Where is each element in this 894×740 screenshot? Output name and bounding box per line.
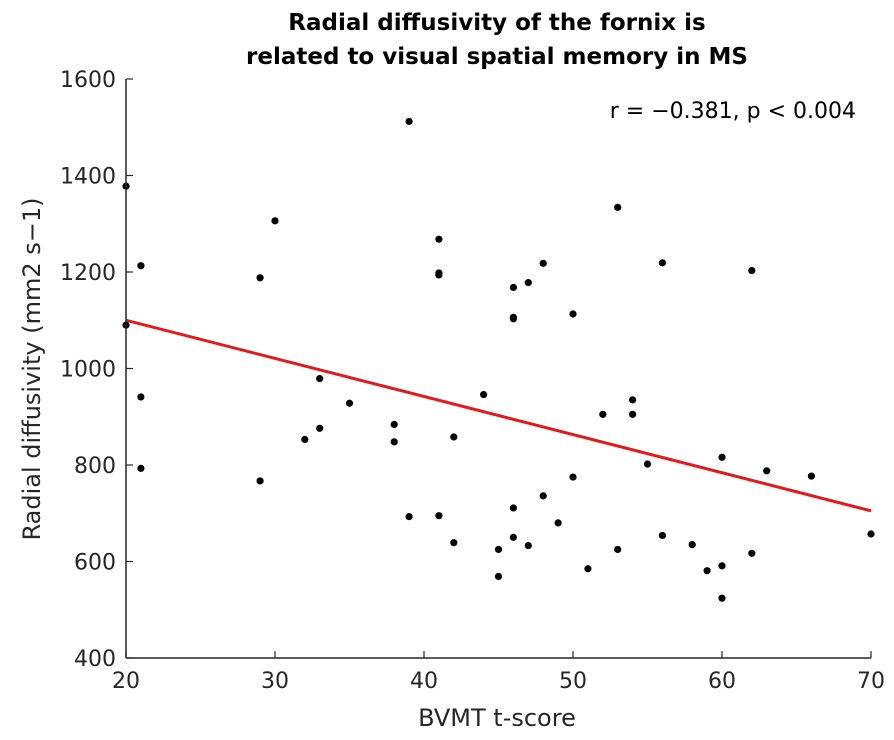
- axes-layer: [125, 79, 871, 659]
- data-point: [524, 279, 532, 287]
- data-point: [301, 435, 309, 444]
- data-point: [614, 203, 622, 211]
- ticks-layer: 20 30 40 50 60 70 400 600 800 1000 1200 1400 1600: [60, 68, 885, 694]
- data-point: [435, 235, 443, 243]
- data-point: [390, 438, 398, 446]
- plot-layer: [122, 117, 875, 602]
- y-tick-label: 600: [74, 551, 116, 576]
- data-point: [390, 420, 398, 429]
- data-point: [807, 472, 816, 480]
- data-point: [137, 262, 145, 270]
- data-point: [718, 594, 726, 602]
- data-point: [629, 410, 637, 418]
- data-point: [509, 283, 517, 292]
- data-point: [614, 545, 622, 554]
- data-point: [494, 545, 503, 554]
- data-point: [763, 467, 771, 475]
- data-point: [539, 259, 547, 267]
- y-tick-label: 1000: [60, 358, 116, 383]
- data-point: [658, 259, 667, 267]
- data-point: [509, 504, 517, 512]
- data-point: [524, 541, 532, 550]
- data-point: [137, 464, 145, 472]
- data-point: [584, 565, 592, 573]
- data-point: [137, 393, 145, 401]
- data-point: [450, 433, 458, 441]
- data-point: [256, 274, 264, 282]
- data-point: [271, 217, 279, 225]
- y-tick-label: 1200: [60, 261, 116, 286]
- data-point: [569, 473, 577, 481]
- data-point: [643, 460, 652, 468]
- data-point: [658, 531, 667, 540]
- data-point: [718, 453, 726, 461]
- data-point: [509, 315, 517, 323]
- chart-title-line-1: Radial diffusivity of the fornix is: [288, 10, 705, 36]
- x-tick-label: 40: [410, 669, 438, 694]
- data-point: [539, 492, 547, 500]
- data-point: [688, 541, 696, 549]
- x-tick-label: 30: [261, 669, 289, 694]
- data-point: [316, 424, 324, 432]
- x-tick-label: 50: [559, 669, 587, 694]
- data-point: [256, 477, 264, 485]
- data-point: [599, 410, 607, 418]
- data-point: [316, 375, 324, 383]
- y-tick-label: 400: [74, 647, 116, 672]
- chart-title-line-2: related to visual spatial memory in MS: [246, 44, 748, 70]
- data-point: [450, 539, 458, 547]
- x-tick-label: 70: [857, 669, 885, 694]
- data-point: [435, 271, 443, 279]
- data-point: [748, 549, 756, 557]
- y-tick-label: 1400: [60, 165, 116, 190]
- data-point: [569, 310, 577, 318]
- data-point: [703, 567, 711, 575]
- data-point: [748, 266, 756, 275]
- x-axis-label: BVMT t-score: [418, 704, 576, 732]
- y-tick-label: 800: [74, 454, 116, 479]
- data-point: [718, 562, 726, 570]
- data-point: [405, 513, 413, 521]
- data-point: [554, 519, 562, 527]
- y-axis-label: Radial diffusivity (mm2 s−1): [18, 198, 46, 541]
- data-point: [480, 390, 488, 399]
- regression-line: [125, 318, 872, 513]
- data-point: [629, 396, 637, 404]
- y-tick-label: 1600: [60, 68, 116, 93]
- data-point: [867, 530, 875, 538]
- data-point: [494, 572, 503, 581]
- data-point: [405, 117, 413, 126]
- correlation-annotation: r = −0.381, p < 0.004: [610, 99, 856, 124]
- x-tick-label: 20: [112, 669, 140, 694]
- data-point: [435, 512, 443, 520]
- data-point: [345, 399, 354, 407]
- x-tick-label: 60: [708, 669, 736, 694]
- data-point: [509, 533, 517, 541]
